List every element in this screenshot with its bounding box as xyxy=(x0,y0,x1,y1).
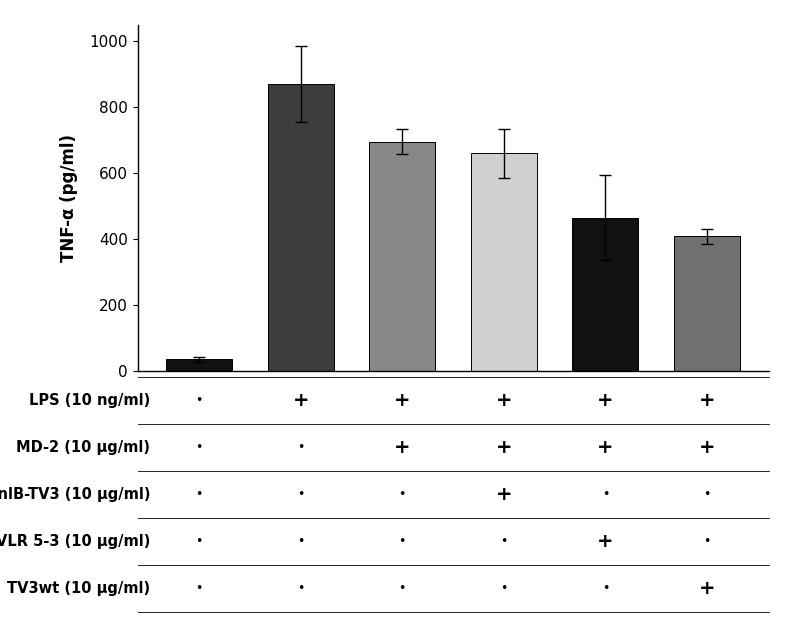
Text: TV3wt (10 μg/ml): TV3wt (10 μg/ml) xyxy=(7,581,150,596)
Text: +: + xyxy=(597,532,613,551)
Bar xyxy=(268,84,334,371)
Text: •: • xyxy=(196,441,203,454)
Text: •: • xyxy=(602,582,609,595)
Text: InlB-VLR 5-3 (10 μg/ml): InlB-VLR 5-3 (10 μg/ml) xyxy=(0,534,150,549)
Text: LPS (10 ng/ml): LPS (10 ng/ml) xyxy=(29,393,150,408)
Text: +: + xyxy=(496,391,512,410)
Text: •: • xyxy=(500,535,507,548)
Text: •: • xyxy=(399,535,406,548)
Bar xyxy=(369,142,435,371)
Text: +: + xyxy=(496,438,512,457)
Bar xyxy=(674,236,740,371)
Text: +: + xyxy=(496,485,512,504)
Text: •: • xyxy=(196,488,203,501)
Text: +: + xyxy=(597,391,613,410)
Text: •: • xyxy=(297,488,304,501)
Bar xyxy=(471,153,537,371)
Text: •: • xyxy=(602,488,609,501)
Text: MD-2 (10 μg/ml): MD-2 (10 μg/ml) xyxy=(16,440,150,455)
Text: •: • xyxy=(297,441,304,454)
Text: •: • xyxy=(297,582,304,595)
Text: InlB-TV3 (10 μg/ml): InlB-TV3 (10 μg/ml) xyxy=(0,487,150,502)
Text: +: + xyxy=(293,391,309,410)
Text: •: • xyxy=(196,394,203,407)
Text: +: + xyxy=(699,579,715,598)
Text: •: • xyxy=(703,535,710,548)
Bar xyxy=(572,218,638,371)
Text: •: • xyxy=(500,582,507,595)
Text: +: + xyxy=(394,391,410,410)
Text: +: + xyxy=(699,438,715,457)
Text: •: • xyxy=(399,488,406,501)
Text: +: + xyxy=(699,391,715,410)
Text: •: • xyxy=(196,582,203,595)
Text: •: • xyxy=(297,535,304,548)
Text: +: + xyxy=(597,438,613,457)
Bar xyxy=(166,359,232,371)
Text: +: + xyxy=(394,438,410,457)
Text: •: • xyxy=(703,488,710,501)
Text: •: • xyxy=(196,535,203,548)
Text: •: • xyxy=(399,582,406,595)
Y-axis label: TNF-α (pg/ml): TNF-α (pg/ml) xyxy=(60,133,78,262)
